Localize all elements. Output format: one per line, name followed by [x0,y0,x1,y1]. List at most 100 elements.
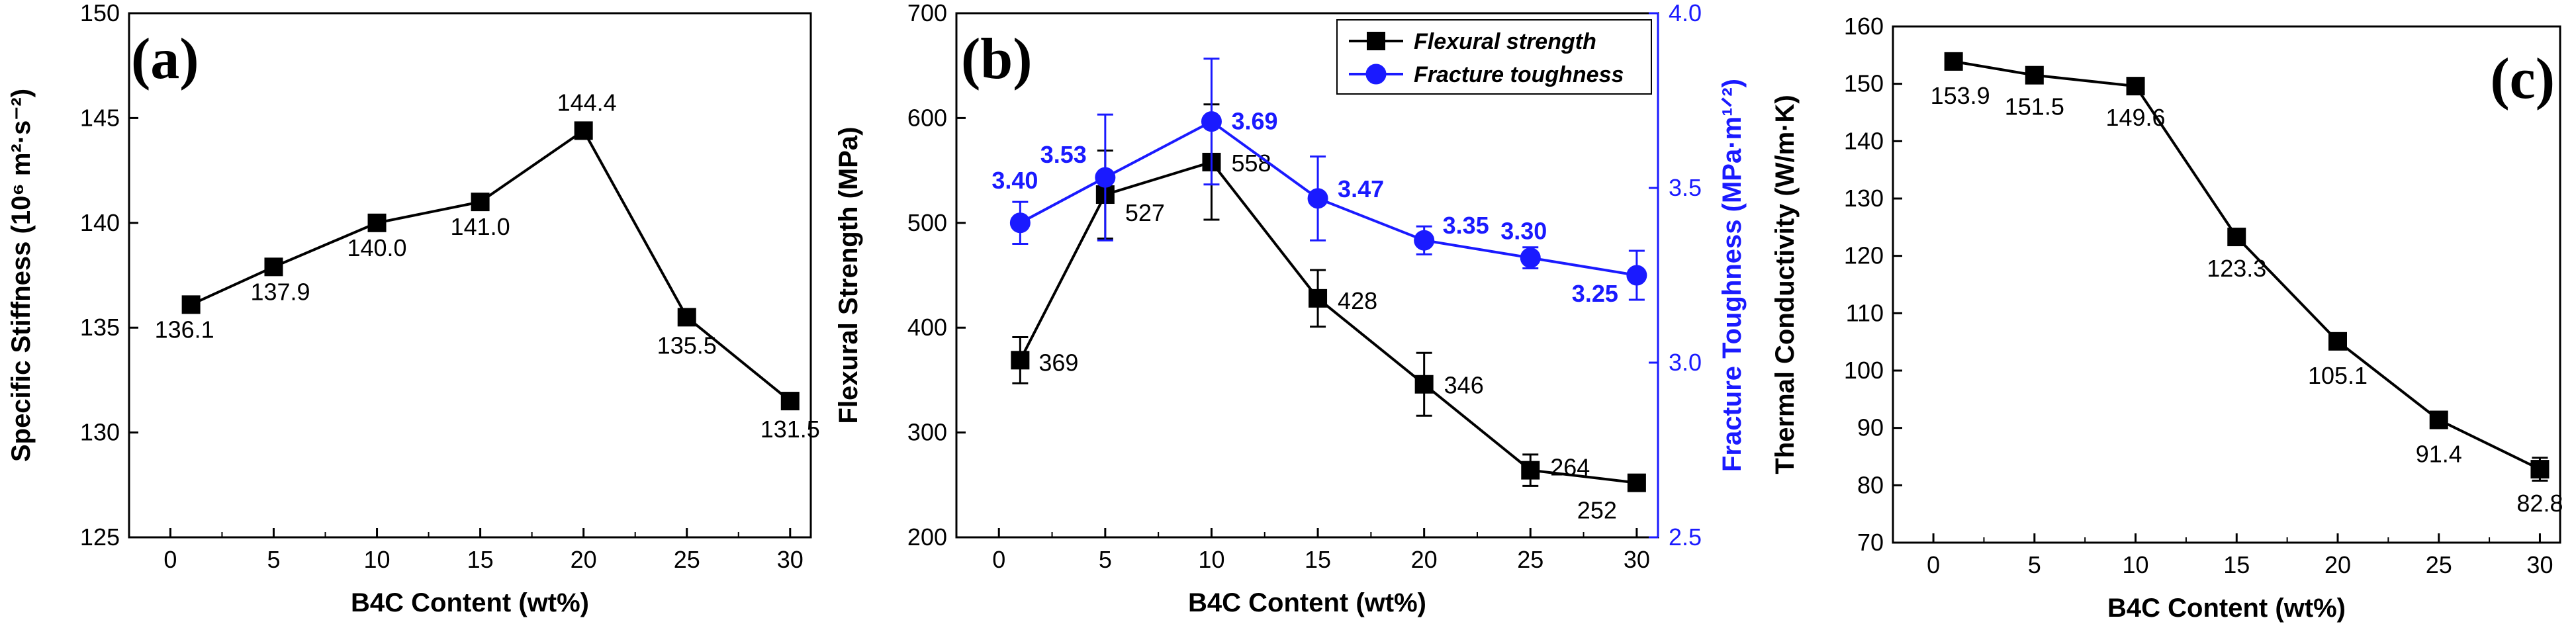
data-label: 141.0 [451,213,510,240]
y-tick-label: 700 [907,0,947,26]
series-1: 136.1 137.9 140.0 141.0 144.4 135.5 131.5 [155,89,820,443]
y-tick-label: 145 [80,104,120,131]
chart-panel-3: 0 5 10 15 20 25 30 70 80 90 100 110 120 130 140 150 160 B… [1771,13,2563,623]
data-point [1309,289,1328,308]
data-label: 369 [1038,349,1078,376]
data-label: 3.25 [1572,280,1618,307]
y-right-axis-title: Fracture Toughness (MPa·m¹ᐟ²) [1718,79,1747,472]
legend-box [1336,19,1652,95]
x-tick-label: 30 [1624,546,1650,573]
x-tick-label: 20 [1411,546,1438,573]
data-point [1520,247,1541,269]
x-tick-label: 0 [1927,551,1940,578]
x-tick-label: 5 [1099,546,1112,573]
y-tick-label: 600 [907,104,947,131]
data-point [367,213,387,232]
y-tick-label: 150 [1844,70,1884,97]
data-point [2530,460,2550,479]
x-tick-label: 5 [267,546,280,573]
data-point [264,257,283,277]
chart-panel-2: 0 5 10 15 20 25 30 200 300 400 500 600 700 2.5 3.0 3.5 4… [834,0,1747,617]
data-label: 558 [1231,150,1271,177]
y-tick-label: 125 [80,523,120,551]
data-label: 91.4 [2416,441,2462,468]
data-point [1095,167,1116,188]
y-tick-label: 150 [80,0,120,26]
legend-marker [1367,32,1385,50]
y-tick-label: 160 [1844,13,1884,40]
y-tick-label: 90 [1857,414,1884,441]
data-label: 264 [1550,454,1590,481]
y-tick-label: 70 [1857,529,1884,556]
y-tick-label: 400 [907,314,947,341]
data-label: 82.8 [2516,490,2563,517]
data-point [1307,188,1328,209]
x-axis-title: B4C Content (wt%) [1188,588,1426,617]
data-point [2025,66,2044,85]
y-tick-label: 140 [1844,127,1884,154]
data-point [1944,52,1963,71]
data-point [1201,111,1222,132]
data-point [677,308,696,327]
legend-label: Flexural strength [1414,29,1596,54]
x-tick-label: 25 [674,546,700,573]
y-tick-label: 140 [80,209,120,236]
panel-label: (b) [961,27,1033,91]
plot-frame [128,12,812,539]
y-right-tick-label: 3.5 [1669,174,1702,201]
x-tick-label: 10 [364,546,391,573]
y-right-tick-label: 2.5 [1669,523,1702,551]
legend-marker [1365,64,1387,85]
data-label: 136.1 [155,316,214,343]
x-tick-label: 30 [777,546,804,573]
y-tick-label: 130 [80,419,120,446]
series-1: 153.9 151.5 149.6 123.3 105.1 91.4 82.8 [1931,52,2563,517]
x-tick-label: 10 [2123,551,2149,578]
legend: Flexural strength Fracture toughness [1336,19,1652,95]
data-point [1626,265,1647,286]
y-tick-label: 130 [1844,185,1884,212]
data-label: 252 [1577,497,1617,524]
y-axis-title: Specific Stiffness (10⁶ m²·s⁻²) [7,89,36,462]
data-label: 123.3 [2207,255,2266,282]
y-axis-title: Thermal Conductivity (W/m·K) [1771,95,1800,474]
y-tick-label: 80 [1857,471,1884,498]
data-label: 3.69 [1231,108,1277,135]
data-label: 3.30 [1500,218,1547,245]
y-tick-label: 120 [1844,242,1884,269]
data-label: 3.40 [991,167,1038,194]
data-label: 131.5 [760,416,820,443]
data-label: 140.0 [347,234,406,261]
data-point [1627,473,1646,492]
x-tick-label: 30 [2526,551,2553,578]
y-tick-label: 135 [80,314,120,341]
data-point [2126,77,2145,96]
data-label: 149.6 [2105,104,2165,131]
data-label: 428 [1338,287,1377,314]
data-point [1011,351,1030,370]
y-tick-label: 300 [907,419,947,446]
data-point [574,121,593,140]
data-point [2328,332,2347,351]
data-label: 144.4 [557,89,617,116]
data-point [1414,230,1435,251]
x-tick-label: 20 [571,546,597,573]
y-tick-label: 100 [1844,357,1884,384]
x-tick-label: 10 [1198,546,1224,573]
data-label: 105.1 [2308,362,2368,389]
x-axis-title: B4C Content (wt%) [351,588,589,617]
x-tick-label: 0 [992,546,1005,573]
series-line [1019,160,1637,484]
x-tick-label: 15 [2223,551,2250,578]
x-tick-label: 25 [2426,551,2452,578]
x-tick-label: 15 [467,546,494,573]
y-tick-label: 200 [907,523,947,551]
data-label: 346 [1444,372,1484,399]
x-tick-label: 5 [2028,551,2041,578]
panel-label: (c) [2490,47,2555,111]
y-right-tick-label: 4.0 [1669,0,1702,26]
data-point [2227,228,2246,247]
x-tick-label: 15 [1305,546,1331,573]
data-label: 135.5 [657,332,717,359]
